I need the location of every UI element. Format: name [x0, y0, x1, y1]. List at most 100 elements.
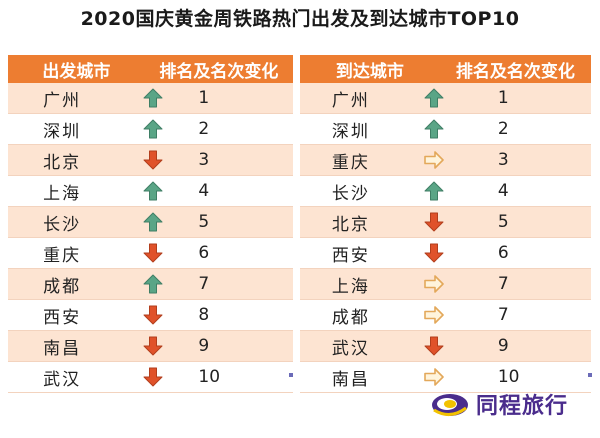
table-row: 长沙 5 — [8, 207, 293, 238]
city-cell: 成都 — [331, 307, 370, 328]
city-cell: 长沙 — [331, 183, 370, 204]
table-row: 西安 8 — [8, 300, 293, 331]
city-cell: 南昌 — [331, 369, 370, 390]
arrow-down-icon — [143, 305, 163, 325]
table-row: 南昌 9 — [8, 331, 293, 362]
arrival-table: 到达城市 排名及名次变化 广州 1 深圳 2 重庆 3 长沙 4 北京 5 西安 6 上海 7 成都 7 武汉 9… — [300, 55, 591, 393]
table-row: 武汉 10 — [8, 362, 293, 393]
arrow-down-icon — [424, 212, 444, 232]
trend-cell — [116, 119, 190, 139]
arrow-right-icon — [424, 275, 444, 293]
city-cell: 西安 — [331, 245, 370, 266]
rank-cell: 10 — [198, 367, 221, 387]
rank-cell: 1 — [198, 88, 210, 108]
city-cell: 上海 — [331, 276, 370, 297]
city-cell: 北京 — [43, 152, 82, 173]
table-row: 重庆 3 — [300, 145, 591, 176]
table-row: 深圳 2 — [300, 114, 591, 145]
brand-name: 同程旅行 — [476, 394, 569, 419]
trend-cell — [402, 305, 466, 325]
city-cell: 武汉 — [331, 338, 370, 359]
trend-cell — [402, 150, 466, 170]
rank-cell: 9 — [497, 336, 509, 356]
arrow-down-icon — [143, 336, 163, 356]
departure-header-city: 出发城市 — [42, 61, 111, 82]
arrow-up-icon — [424, 181, 444, 201]
city-cell: 西安 — [43, 307, 82, 328]
arrow-up-icon — [424, 119, 444, 139]
rank-cell: 7 — [198, 274, 210, 294]
departure-header-change: 排名及名次变化 — [159, 61, 279, 82]
table-row: 西安 6 — [300, 238, 591, 269]
arrow-up-icon — [143, 181, 163, 201]
trend-cell — [116, 212, 190, 232]
tongcheng-logo-icon — [432, 394, 468, 416]
arrow-right-icon — [424, 151, 444, 169]
table-row: 成都 7 — [8, 269, 293, 300]
arrow-up-icon — [143, 88, 163, 108]
rank-cell: 6 — [198, 243, 210, 263]
departure-header: 出发城市 排名及名次变化 — [8, 55, 293, 83]
trend-cell — [116, 305, 190, 325]
rank-cell: 3 — [198, 150, 210, 170]
city-cell: 重庆 — [331, 152, 370, 173]
rank-cell: 10 — [497, 367, 520, 387]
rank-cell: 6 — [497, 243, 509, 263]
trend-cell — [402, 274, 466, 294]
city-cell: 上海 — [43, 183, 82, 204]
trend-cell — [402, 181, 466, 201]
trend-cell — [116, 181, 190, 201]
rank-cell: 5 — [198, 212, 210, 232]
city-cell: 长沙 — [43, 214, 82, 235]
arrow-down-icon — [143, 150, 163, 170]
trend-cell — [402, 88, 466, 108]
table-row: 上海 4 — [8, 176, 293, 207]
arrow-down-icon — [424, 336, 444, 356]
rank-cell: 1 — [497, 88, 509, 108]
city-cell: 武汉 — [43, 369, 82, 390]
arrow-up-icon — [424, 88, 444, 108]
table-row: 深圳 2 — [8, 114, 293, 145]
arrow-right-icon — [424, 368, 444, 386]
rank-cell: 2 — [198, 119, 210, 139]
departure-rows: 广州 1 深圳 2 北京 3 上海 4 长沙 5 重庆 6 成都 7 西安 8 南昌 9 武汉 10 — [8, 83, 293, 393]
trend-cell — [116, 88, 190, 108]
trend-cell — [402, 243, 466, 263]
arrow-right-icon — [424, 306, 444, 324]
trend-cell — [116, 274, 190, 294]
rank-cell: 5 — [497, 212, 509, 232]
arrival-header-change: 排名及名次变化 — [455, 61, 575, 82]
table-row: 武汉 9 — [300, 331, 591, 362]
trend-cell — [402, 119, 466, 139]
selection-handle — [289, 373, 293, 377]
chart-title: 2020国庆黄金周铁路热门出发及到达城市TOP10 — [80, 8, 520, 30]
table-row: 南昌 10 — [300, 362, 591, 393]
trend-cell — [116, 150, 190, 170]
departure-table: 出发城市 排名及名次变化 广州 1 深圳 2 北京 3 上海 4 长沙 5 重庆 6 成都 7 西安 8 南昌 9… — [8, 55, 293, 393]
trend-cell — [402, 367, 466, 387]
table-row: 北京 5 — [300, 207, 591, 238]
trend-cell — [402, 336, 466, 356]
table-row: 成都 7 — [300, 300, 591, 331]
trend-cell — [116, 367, 190, 387]
arrival-rows: 广州 1 深圳 2 重庆 3 长沙 4 北京 5 西安 6 上海 7 成都 7 武汉 9 南昌 10 — [300, 83, 591, 393]
arrow-up-icon — [143, 212, 163, 232]
arrow-down-icon — [424, 243, 444, 263]
city-cell: 广州 — [331, 90, 370, 111]
rank-cell: 4 — [497, 181, 509, 201]
city-cell: 深圳 — [331, 121, 370, 142]
city-cell: 南昌 — [43, 338, 82, 359]
rank-cell: 9 — [198, 336, 210, 356]
arrow-down-icon — [143, 367, 163, 387]
table-row: 上海 7 — [300, 269, 591, 300]
arrival-header: 到达城市 排名及名次变化 — [300, 55, 591, 83]
rank-cell: 7 — [497, 305, 509, 325]
rank-cell: 2 — [497, 119, 509, 139]
arrow-up-icon — [143, 119, 163, 139]
brand: 同程旅行 — [430, 388, 568, 420]
table-row: 广州 1 — [8, 83, 293, 114]
table-row: 重庆 6 — [8, 238, 293, 269]
arrow-up-icon — [143, 274, 163, 294]
table-row: 广州 1 — [300, 83, 591, 114]
arrival-header-city: 到达城市 — [335, 61, 404, 82]
